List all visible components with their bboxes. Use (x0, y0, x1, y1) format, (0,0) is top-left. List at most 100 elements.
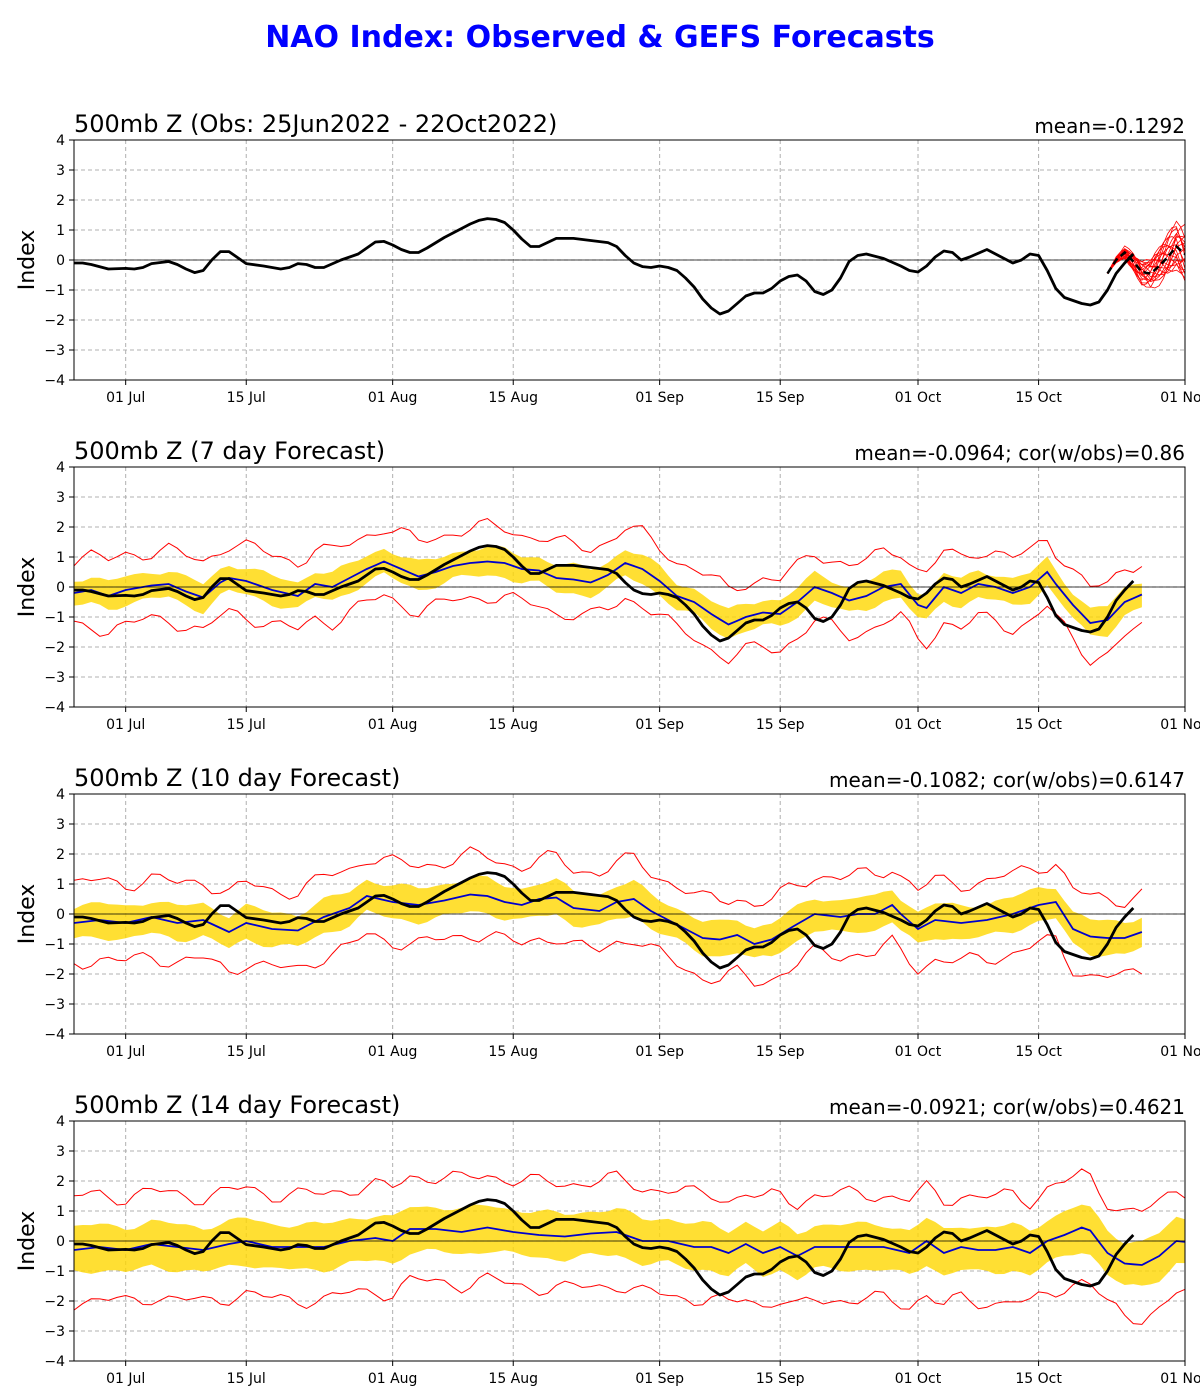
y-axis-label: Index (15, 230, 40, 291)
y-tick-label: 2 (56, 193, 65, 209)
panel-d7: 500mb Z (7 day Forecast) mean=-0.0964; co… (15, 437, 1200, 733)
ensemble-member-line (1107, 223, 1185, 289)
x-tick-label: 01 Jul (106, 717, 145, 733)
y-tick-label: −1 (44, 937, 65, 953)
x-tick-label: 15 Sep (756, 1371, 805, 1387)
y-tick-label: −3 (44, 997, 65, 1013)
x-tick-label: 15 Aug (488, 717, 538, 733)
y-tick-label: 1 (56, 223, 65, 239)
y-tick-label: −3 (44, 343, 65, 359)
ensemble-mean-dashed-line (1106, 244, 1185, 275)
y-tick-label: 4 (56, 460, 65, 476)
extreme-lower-line (74, 931, 1143, 987)
panel-d14: 500mb Z (14 day Forecast) mean=-0.0921; c… (15, 1091, 1200, 1387)
y-tick-label: −4 (44, 1027, 65, 1043)
x-tick-label: 01 Jul (106, 390, 145, 406)
y-tick-label: −2 (44, 967, 65, 983)
x-tick-label: 15 Sep (756, 390, 805, 406)
observed-line (74, 217, 1135, 316)
y-tick-label: 1 (56, 877, 65, 893)
x-tick-label: 01 Nov (1160, 717, 1200, 733)
y-tick-label: −3 (44, 1324, 65, 1340)
x-tick-label: 15 Oct (1015, 1044, 1062, 1060)
plot-area (74, 846, 1185, 987)
x-tick-label: 15 Jul (227, 1371, 266, 1387)
ensemble-member-line (1107, 235, 1185, 283)
observed-line (74, 871, 1135, 970)
plot-area (74, 1168, 1185, 1325)
x-tick-label: 01 Jul (106, 1371, 145, 1387)
panel-obs: 500mb Z (Obs: 25Jun2022 - 22Oct2022) mean… (15, 110, 1200, 406)
panel-stats: mean=-0.0964; cor(w/obs)=0.86 (854, 441, 1185, 465)
y-tick-label: −2 (44, 640, 65, 656)
spread-band (74, 545, 1142, 639)
x-tick-label: 15 Jul (227, 390, 266, 406)
y-tick-label: 1 (56, 1204, 65, 1220)
extreme-upper-line (74, 846, 1143, 908)
y-tick-label: −4 (44, 700, 65, 716)
y-tick-label: 0 (56, 1234, 65, 1250)
ensemble-member-line (1107, 220, 1185, 288)
panel-title: 500mb Z (Obs: 25Jun2022 - 22Oct2022) (74, 110, 557, 138)
x-tick-label: 01 Oct (895, 717, 942, 733)
panel-stats: mean=-0.0921; cor(w/obs)=0.4621 (829, 1095, 1185, 1119)
x-tick-label: 15 Aug (488, 1044, 538, 1060)
x-tick-label: 15 Oct (1015, 1371, 1062, 1387)
ensemble-member-line (1107, 226, 1185, 286)
y-tick-label: 3 (56, 490, 65, 506)
y-tick-label: 4 (56, 1114, 65, 1130)
x-tick-label: 01 Sep (635, 717, 684, 733)
ensemble-member-line (1107, 227, 1185, 284)
x-tick-label: 15 Oct (1015, 390, 1062, 406)
y-tick-label: 3 (56, 817, 65, 833)
x-tick-label: 01 Aug (368, 1044, 418, 1060)
x-tick-label: 01 Oct (895, 1371, 942, 1387)
extreme-upper-line (74, 1168, 1185, 1212)
y-tick-label: −4 (44, 373, 65, 389)
y-tick-label: 0 (56, 253, 65, 269)
y-tick-label: −1 (44, 610, 65, 626)
panel-d10: 500mb Z (10 day Forecast) mean=-0.1082; c… (15, 764, 1200, 1060)
extreme-upper-line (74, 517, 1143, 592)
observed-line (74, 544, 1135, 643)
x-tick-label: 01 Sep (635, 390, 684, 406)
x-tick-label: 01 Sep (635, 1044, 684, 1060)
y-axis-label: Index (15, 557, 40, 618)
x-tick-label: 01 Jul (106, 1044, 145, 1060)
x-tick-label: 15 Sep (756, 717, 805, 733)
x-tick-label: 01 Nov (1160, 390, 1200, 406)
y-tick-label: 0 (56, 907, 65, 923)
x-tick-label: 15 Sep (756, 1044, 805, 1060)
y-tick-label: 3 (56, 163, 65, 179)
x-tick-label: 15 Aug (488, 1371, 538, 1387)
spread-band (74, 875, 1142, 958)
ensemble-mean-line (74, 893, 1143, 945)
y-tick-label: 2 (56, 847, 65, 863)
ensemble-mean-line (74, 560, 1143, 626)
spread-band (74, 1204, 1185, 1286)
panel-stats: mean=-0.1292 (1034, 114, 1185, 138)
plot-area (74, 517, 1185, 667)
plot-area (74, 217, 1185, 316)
y-tick-label: 4 (56, 787, 65, 803)
x-tick-label: 01 Sep (635, 1371, 684, 1387)
panel-title: 500mb Z (7 day Forecast) (74, 437, 385, 465)
y-tick-label: 2 (56, 520, 65, 536)
ensemble-member-line (1107, 245, 1185, 275)
y-tick-label: 2 (56, 1174, 65, 1190)
x-tick-label: 01 Oct (895, 1044, 942, 1060)
panel-title: 500mb Z (14 day Forecast) (74, 1091, 400, 1119)
x-tick-label: 01 Nov (1160, 1044, 1200, 1060)
x-tick-label: 01 Aug (368, 390, 418, 406)
y-tick-label: −2 (44, 1294, 65, 1310)
y-axis-label: Index (15, 884, 40, 945)
y-tick-label: −4 (44, 1354, 65, 1370)
x-tick-label: 01 Nov (1160, 1371, 1200, 1387)
extreme-lower-line (74, 1272, 1185, 1325)
y-tick-label: −1 (44, 283, 65, 299)
observed-line (74, 1198, 1135, 1297)
x-tick-label: 15 Aug (488, 390, 538, 406)
x-tick-label: 01 Aug (368, 1371, 418, 1387)
panel-title: 500mb Z (10 day Forecast) (74, 764, 400, 792)
